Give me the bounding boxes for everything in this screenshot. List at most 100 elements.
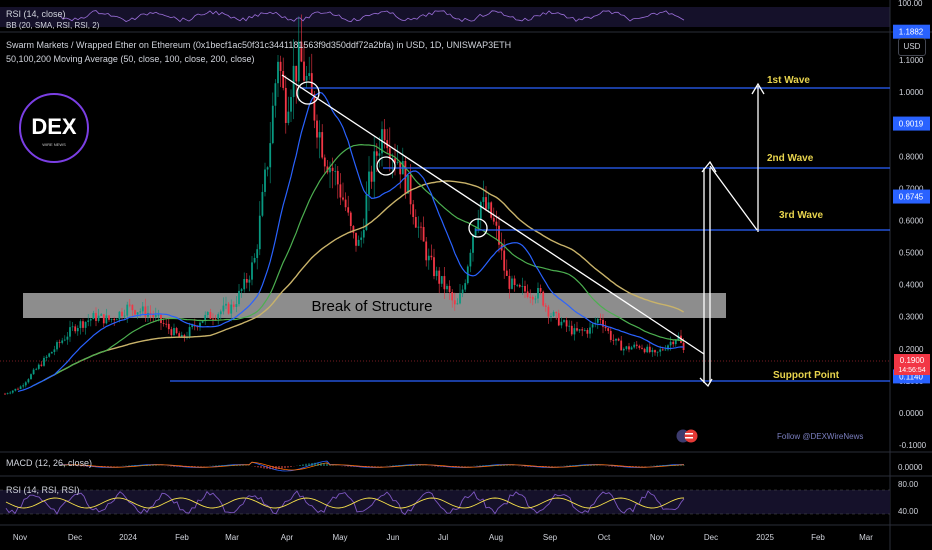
candle-body (591, 324, 594, 328)
candle-body (50, 351, 53, 354)
candle-body (498, 225, 500, 245)
candle-body (347, 207, 350, 213)
candle-body (102, 314, 105, 324)
level-tag-text: 0.9019 (899, 120, 924, 129)
candle-body (305, 75, 308, 81)
candle-body (56, 342, 58, 350)
candle-body (206, 311, 209, 315)
candle-body (531, 296, 534, 300)
time-tick-label: Oct (598, 533, 611, 542)
candle-body (602, 319, 604, 327)
candle-body (76, 328, 79, 332)
candle-body (370, 171, 373, 182)
time-axis[interactable]: Nov Dec 2024 Feb Mar Apr May Jun Jul Aug Sep Oct Nov… (13, 533, 873, 542)
price-tick-label: -0.1000 (899, 441, 927, 450)
candle-body (209, 311, 212, 319)
candle-body (147, 312, 149, 317)
currency-button[interactable]: USD (898, 38, 926, 56)
wave-diagonal (709, 165, 758, 231)
wave-arrow-head-bottom (699, 377, 713, 388)
candle-body (89, 319, 92, 321)
candle-body (373, 151, 376, 182)
candle-body (110, 318, 113, 320)
candle-body (297, 41, 300, 82)
candle-body (469, 252, 472, 267)
candle-body (264, 169, 266, 192)
candle-body (173, 328, 175, 336)
current-price-tag (894, 354, 930, 375)
candle-body (160, 314, 162, 323)
level-tag-text: 1.1882 (899, 28, 924, 37)
candle-body (526, 291, 529, 297)
candle-body (651, 350, 654, 353)
current-price-text: 0.1900 (900, 356, 925, 365)
time-tick-label: Sep (543, 533, 558, 542)
candle-body (17, 388, 19, 390)
candle-body (141, 306, 144, 312)
candle-body (508, 275, 511, 289)
candle-body (27, 379, 30, 383)
candle-body (513, 278, 516, 286)
candle-body (565, 320, 568, 327)
candle-body (485, 197, 487, 209)
flag-icon[interactable] (676, 429, 698, 443)
candle-body (165, 323, 168, 325)
candle-body (256, 249, 259, 258)
candle-body (271, 105, 274, 144)
candle-body (446, 285, 448, 290)
candle-body (204, 314, 207, 321)
candle-body (71, 326, 74, 328)
level-tag (893, 189, 930, 204)
candle-body (524, 286, 526, 292)
candle-body (290, 97, 292, 112)
candle-body (310, 73, 313, 95)
candle-body (225, 303, 227, 306)
break-of-structure-label: Break of Structure (312, 298, 433, 315)
wave2-label: 2nd Wave (767, 153, 814, 164)
candle-body (360, 237, 363, 240)
price-tick-label: 0.8000 (899, 152, 924, 161)
macd-histogram (59, 462, 685, 470)
ma200-line (43, 180, 684, 381)
candle-body (407, 174, 409, 194)
candle-body (459, 293, 461, 304)
candle-body (274, 83, 277, 106)
candle-body (563, 320, 565, 322)
candle-body (375, 151, 378, 156)
candle-body (383, 129, 386, 141)
candle-body (19, 386, 22, 389)
top-rsi-line (59, 10, 685, 23)
candle-body (529, 296, 532, 298)
candle-body (334, 170, 337, 172)
candle-body (344, 199, 347, 208)
candle-body (308, 73, 311, 76)
candle-body (654, 350, 656, 353)
ma50-line (17, 91, 684, 392)
candle-body (154, 314, 157, 318)
candle-body (339, 184, 342, 198)
candle-body (105, 315, 108, 324)
candle-body (466, 266, 469, 284)
candle-body (240, 289, 243, 291)
candle-body (555, 312, 558, 314)
candle-body (115, 319, 118, 321)
candle-body (121, 311, 123, 317)
candle-body (503, 250, 506, 271)
top-rsi-axis-value: 100.00 (898, 0, 923, 8)
current-price-countdown: 14:56:54 (898, 367, 925, 374)
time-tick-label: Nov (13, 533, 27, 542)
candle-body (251, 262, 253, 280)
candle-body (277, 61, 279, 84)
candle-body (396, 162, 399, 163)
candle-body (355, 232, 357, 246)
candle-body (464, 283, 467, 290)
candle-body (568, 325, 571, 327)
candle-body (284, 87, 287, 123)
candle-body (63, 339, 66, 341)
candle-body (266, 167, 269, 170)
candle-body (191, 324, 194, 328)
price-axis[interactable]: 1.10001.00000.90000.80000.70000.60000.50… (899, 56, 927, 450)
candle-body (537, 287, 539, 299)
